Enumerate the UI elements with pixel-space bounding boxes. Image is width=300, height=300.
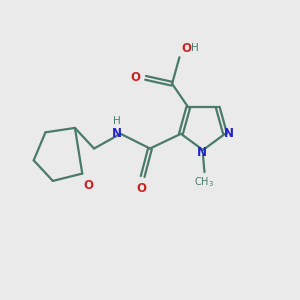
Text: O: O (136, 182, 146, 195)
Text: H: H (113, 116, 121, 126)
Text: N: N (224, 127, 234, 140)
Text: N: N (112, 127, 122, 140)
Text: CH$_3$: CH$_3$ (194, 176, 214, 189)
Text: O: O (181, 43, 191, 56)
Text: O: O (130, 71, 140, 84)
Text: H: H (191, 43, 199, 53)
Text: N: N (196, 146, 206, 159)
Text: O: O (83, 179, 93, 192)
